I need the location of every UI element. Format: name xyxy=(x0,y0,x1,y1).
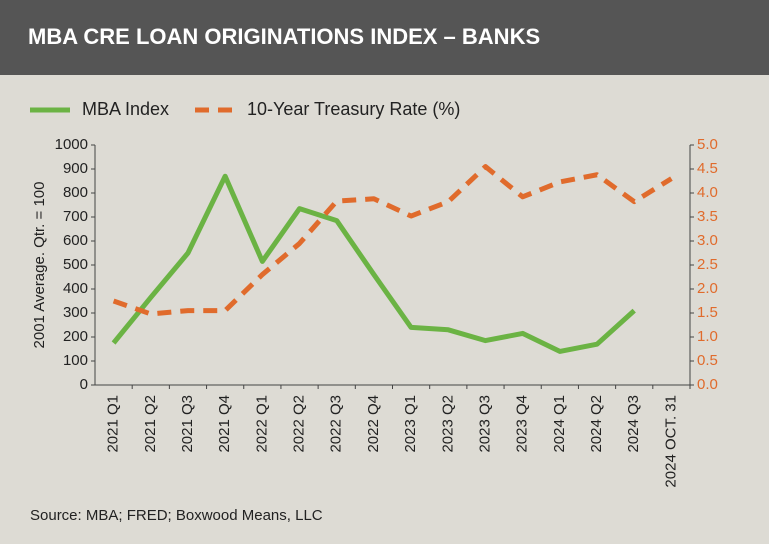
y-tick-label: 600 xyxy=(63,232,88,249)
y-tick-label: 300 xyxy=(63,304,88,321)
chart-title: MBA CRE LOAN ORIGINATIONS INDEX – BANKS xyxy=(28,24,540,49)
x-tick-label: 2021 Q3 xyxy=(179,395,196,453)
y-tick-label: 0 xyxy=(80,376,88,393)
y2-tick-label: 3.0 xyxy=(697,232,718,249)
y2-tick-label: 0.0 xyxy=(697,376,718,393)
y-tick-label: 200 xyxy=(63,328,88,345)
y2-tick-label: 3.5 xyxy=(697,208,718,225)
title-bar xyxy=(0,0,769,75)
legend-label: 10-Year Treasury Rate (%) xyxy=(247,99,460,119)
y-tick-label: 500 xyxy=(63,256,88,273)
x-tick-label: 2023 Q4 xyxy=(514,395,531,453)
x-tick-label: 2024 Q3 xyxy=(625,395,642,453)
y-tick-label: 900 xyxy=(63,160,88,177)
y2-tick-label: 1.5 xyxy=(697,304,718,321)
series-line xyxy=(112,164,673,317)
x-tick-label: 2024 Q2 xyxy=(588,395,605,453)
y2-tick-label: 5.0 xyxy=(697,136,718,153)
y-tick-label: 100 xyxy=(63,352,88,369)
x-tick-label: 2022 Q2 xyxy=(291,395,308,453)
y2-tick-label: 0.5 xyxy=(697,352,718,369)
y2-tick-label: 1.0 xyxy=(697,328,718,345)
x-tick-label: 2021 Q1 xyxy=(105,395,122,453)
x-tick-label: 2022 Q4 xyxy=(365,395,382,453)
x-tick-label: 2021 Q2 xyxy=(142,395,159,453)
y-tick-label: 1000 xyxy=(55,136,88,153)
y-tick-label: 800 xyxy=(63,184,88,201)
x-tick-label: 2024 Q1 xyxy=(551,395,568,453)
y-axis-label: 2001 Average. Qtr. = 100 xyxy=(31,182,48,349)
source: Source: MBA; FRED; Boxwood Means, LLC xyxy=(30,507,323,524)
x-tick-label: 2021 Q4 xyxy=(216,395,233,453)
y-tick-label: 400 xyxy=(63,280,88,297)
y2-tick-label: 4.5 xyxy=(697,160,718,177)
series-line xyxy=(111,173,636,354)
x-tick-label: 2023 Q1 xyxy=(402,395,419,453)
x-tick-label: 2024 OCT. 31 xyxy=(662,395,679,488)
x-tick-label: 2023 Q2 xyxy=(439,395,456,453)
y2-tick-label: 4.0 xyxy=(697,184,718,201)
y-tick-label: 700 xyxy=(63,208,88,225)
x-tick-label: 2022 Q1 xyxy=(253,395,270,453)
x-tick-label: 2023 Q3 xyxy=(476,395,493,453)
y2-tick-label: 2.0 xyxy=(697,280,718,297)
legend-label: MBA Index xyxy=(82,99,169,119)
x-tick-label: 2022 Q3 xyxy=(328,395,345,453)
y2-tick-label: 2.5 xyxy=(697,256,718,273)
